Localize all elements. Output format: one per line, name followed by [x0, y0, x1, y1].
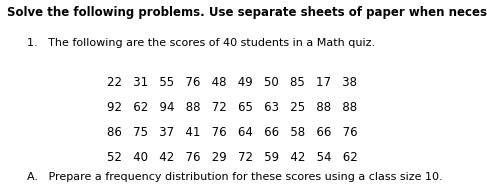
Text: 22   31   55   76   48   49   50   85   17   38: 22 31 55 76 48 49 50 85 17 38	[107, 76, 357, 89]
Text: 92   62   94   88   72   65   63   25   88   88: 92 62 94 88 72 65 63 25 88 88	[107, 101, 357, 114]
Text: 86   75   37   41   76   64   66   58   66   76: 86 75 37 41 76 64 66 58 66 76	[107, 126, 358, 139]
Text: 52   40   42   76   29   72   59   42   54   62: 52 40 42 76 29 72 59 42 54 62	[107, 151, 358, 164]
Text: Solve the following problems. Use separate sheets of paper when necessary.: Solve the following problems. Use separa…	[7, 6, 487, 19]
Text: 1.   The following are the scores of 40 students in a Math quiz.: 1. The following are the scores of 40 st…	[27, 38, 375, 48]
Text: A.   Prepare a frequency distribution for these scores using a class size 10.: A. Prepare a frequency distribution for …	[27, 172, 442, 182]
